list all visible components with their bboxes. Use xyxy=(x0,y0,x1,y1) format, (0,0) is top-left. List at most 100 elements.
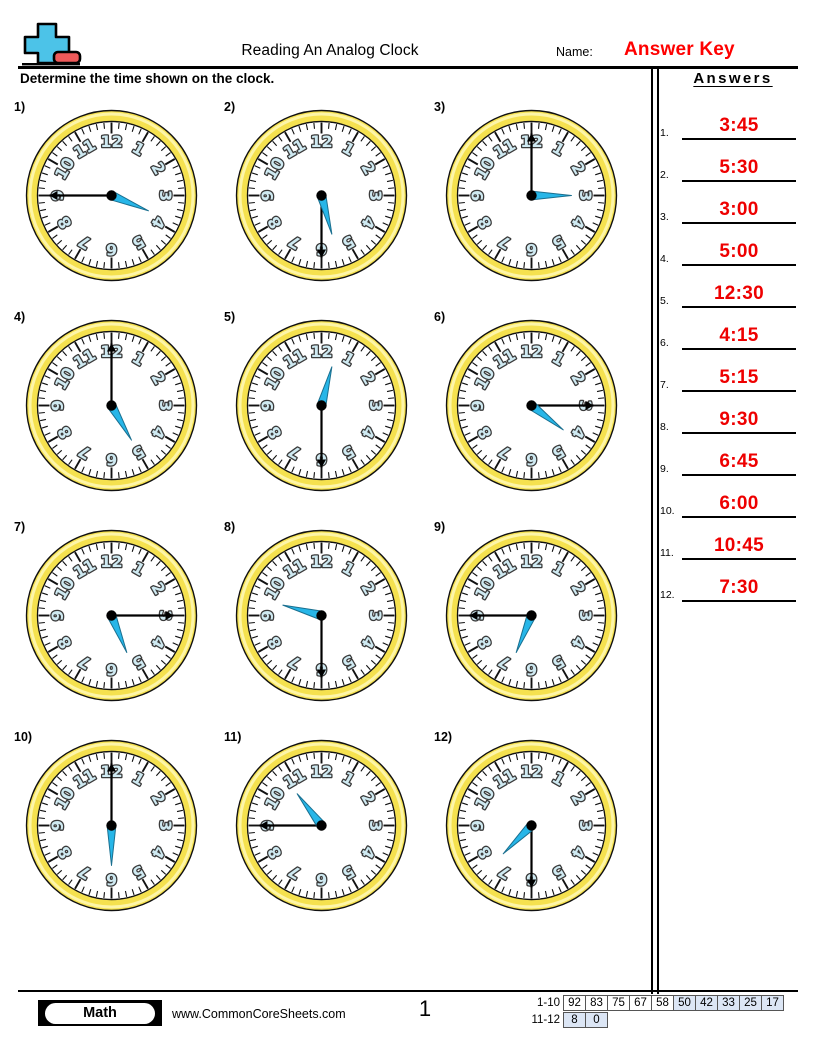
svg-text:9: 9 xyxy=(258,610,277,621)
clock-item-number: 11) xyxy=(224,730,242,744)
clock-hub xyxy=(106,610,117,621)
answer-line xyxy=(682,558,796,560)
page-title: Reading An Analog Clock xyxy=(241,42,419,59)
answer-row: 10. 6:00 xyxy=(660,478,796,518)
answer-line xyxy=(682,306,796,308)
clock-hub xyxy=(526,190,537,201)
clock-face: 121234567891011 xyxy=(235,109,408,282)
svg-text:6: 6 xyxy=(526,450,537,469)
clock-item: 3)121234567891011 xyxy=(434,100,629,295)
clock-item: 5)121234567891011 xyxy=(224,310,419,505)
answer-value: 7:30 xyxy=(719,577,759,598)
answer-row: 8. 9:30 xyxy=(660,394,796,434)
svg-text:9: 9 xyxy=(48,610,67,621)
answer-line xyxy=(682,516,796,518)
answer-line xyxy=(682,222,796,224)
answer-number: 12. xyxy=(660,589,675,601)
clock-item-number: 6) xyxy=(434,310,446,324)
svg-text:12: 12 xyxy=(310,342,332,361)
clock-item: 2)121234567891011 xyxy=(224,100,419,295)
svg-text:6: 6 xyxy=(316,870,327,889)
score-row: 11-12 8 0 xyxy=(530,1012,784,1028)
answer-row: 7. 5:15 xyxy=(660,352,796,392)
clock-item: 9)121234567891011 xyxy=(434,520,629,715)
clock-item: 1)121234567891011 xyxy=(14,100,209,295)
clock-face: 121234567891011 xyxy=(235,529,408,702)
score-cell: 17 xyxy=(761,995,784,1011)
clock-item-number: 3) xyxy=(434,100,446,114)
score-row-label: 11-12 xyxy=(531,1014,560,1026)
score-row-label: 1-10 xyxy=(536,997,560,1009)
clock-item: 6)121234567891011 xyxy=(434,310,629,505)
svg-text:12: 12 xyxy=(310,762,332,781)
score-table: 1-10 92 83 75 67 58 50 42 33 25 17 11-12 8 0 xyxy=(530,995,784,1028)
clock-hub xyxy=(106,820,117,831)
clock-item: 10)121234567891011 xyxy=(14,730,209,925)
answer-number: 8. xyxy=(660,421,669,433)
answer-value: 3:00 xyxy=(719,199,759,220)
score-row: 1-10 92 83 75 67 58 50 42 33 25 17 xyxy=(530,995,784,1011)
clock-hub xyxy=(316,610,327,621)
answer-line xyxy=(682,474,796,476)
svg-text:6: 6 xyxy=(106,450,117,469)
page-header: Reading An Analog Clock Name: Answer Key xyxy=(0,0,816,69)
answer-value: 12:30 xyxy=(713,283,765,304)
answer-number: 5. xyxy=(660,295,669,307)
score-cell: 92 xyxy=(563,995,586,1011)
answer-row: 1. 3:45 xyxy=(660,100,796,140)
name-value: Answer Key xyxy=(624,39,735,60)
score-cell: 42 xyxy=(695,995,718,1011)
svg-text:6: 6 xyxy=(526,240,537,259)
svg-text:9: 9 xyxy=(258,400,277,411)
site-url: www.CommonCoreSheets.com xyxy=(172,1007,346,1021)
svg-text:9: 9 xyxy=(258,190,277,201)
clock-face: 121234567891011 xyxy=(235,739,408,912)
answer-number: 9. xyxy=(660,463,669,475)
answers-divider-left xyxy=(651,69,653,994)
instruction-text: Determine the time shown on the clock. xyxy=(20,71,275,86)
answer-line xyxy=(682,600,796,602)
answer-number: 1. xyxy=(660,127,669,139)
svg-text:12: 12 xyxy=(310,132,332,151)
header-divider xyxy=(18,66,798,69)
score-cell: 75 xyxy=(607,995,630,1011)
answer-row: 4. 5:00 xyxy=(660,226,796,266)
answer-value: 10:45 xyxy=(713,535,765,556)
clock-face: 121234567891011 xyxy=(25,529,198,702)
svg-text:12: 12 xyxy=(520,762,542,781)
clock-hub xyxy=(526,400,537,411)
score-cell: 8 xyxy=(563,1012,586,1028)
svg-text:9: 9 xyxy=(468,820,487,831)
svg-text:9: 9 xyxy=(468,400,487,411)
clock-face: 121234567891011 xyxy=(445,739,618,912)
svg-text:6: 6 xyxy=(526,660,537,679)
clock-hub xyxy=(106,400,117,411)
answer-row: 12. 7:30 xyxy=(660,562,796,602)
svg-text:9: 9 xyxy=(48,400,67,411)
svg-text:3: 3 xyxy=(156,400,175,411)
clock-face: 121234567891011 xyxy=(445,109,618,282)
answer-number: 7. xyxy=(660,379,669,391)
clock-item-number: 12) xyxy=(434,730,453,744)
answer-value: 4:15 xyxy=(719,325,759,346)
svg-text:12: 12 xyxy=(310,552,332,571)
clock-item-number: 7) xyxy=(14,520,26,534)
name-label: Name: xyxy=(556,45,593,59)
clock-hub xyxy=(526,610,537,621)
svg-text:3: 3 xyxy=(156,820,175,831)
svg-text:12: 12 xyxy=(100,552,122,571)
score-cell: 83 xyxy=(585,995,608,1011)
answer-line xyxy=(682,348,796,350)
answer-number: 4. xyxy=(660,253,669,265)
svg-text:3: 3 xyxy=(366,190,385,201)
score-cell: 50 xyxy=(673,995,696,1011)
svg-text:3: 3 xyxy=(156,190,175,201)
clock-face: 121234567891011 xyxy=(235,319,408,492)
answer-value: 5:00 xyxy=(719,241,759,262)
svg-text:6: 6 xyxy=(106,870,117,889)
clock-item-number: 1) xyxy=(14,100,26,114)
clock-face: 121234567891011 xyxy=(25,739,198,912)
clock-face: 121234567891011 xyxy=(445,529,618,702)
svg-text:9: 9 xyxy=(468,190,487,201)
answer-value: 3:45 xyxy=(719,115,759,136)
